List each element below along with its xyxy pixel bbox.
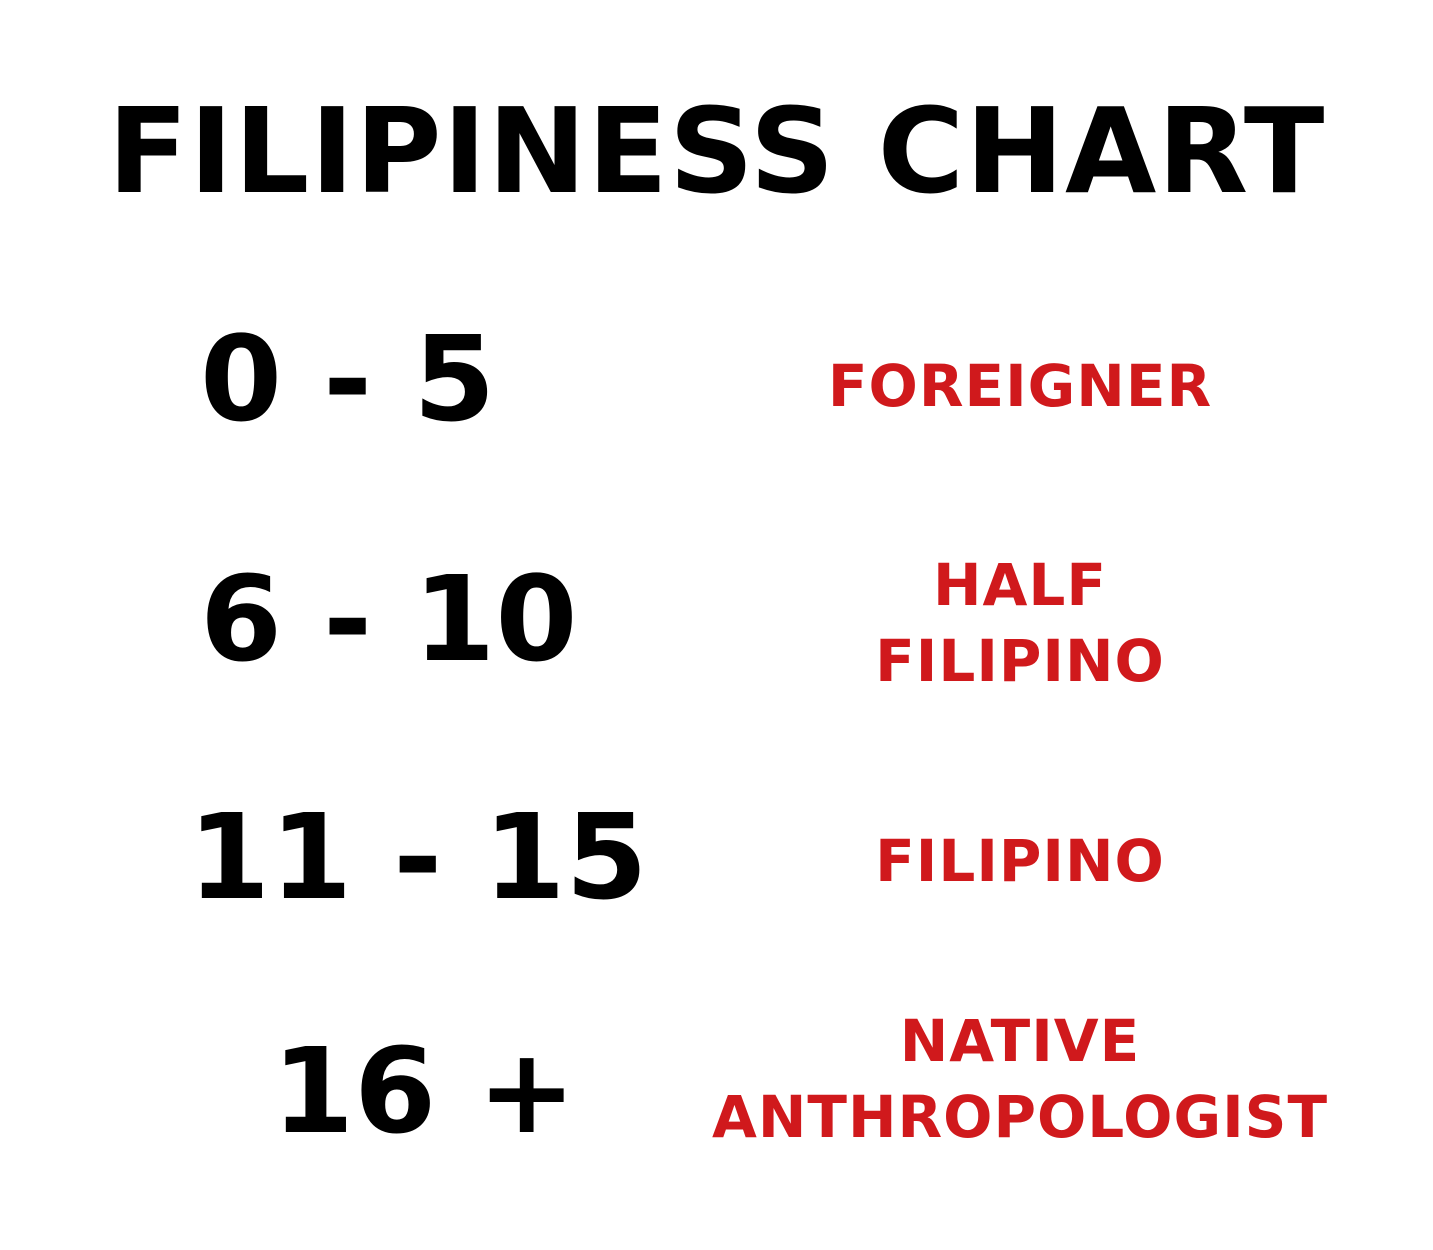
score-range-3: 16 + [272,1022,577,1160]
category-label-line: FOREIGNER [827,352,1213,420]
category-label-line: NATIVE [899,1007,1141,1075]
score-range-0: 0 - 5 [200,310,496,448]
category-label-line: FILIPINO [875,827,1165,895]
score-range-1: 6 - 10 [200,550,578,688]
category-label-line: ANTHROPOLOGIST [711,1083,1329,1151]
category-label-1: HALF FILIPINO [660,547,1380,699]
category-label-3: NATIVE ANTHROPOLOGIST [660,1003,1380,1155]
category-label-2: FILIPINO [660,823,1380,899]
category-label-0: FOREIGNER [660,348,1380,424]
page-title: FILIPINESS CHART [107,82,1326,220]
category-label-line: HALF [932,551,1107,619]
score-range-2: 11 - 15 [188,788,648,926]
category-label-line: FILIPINO [875,627,1165,695]
